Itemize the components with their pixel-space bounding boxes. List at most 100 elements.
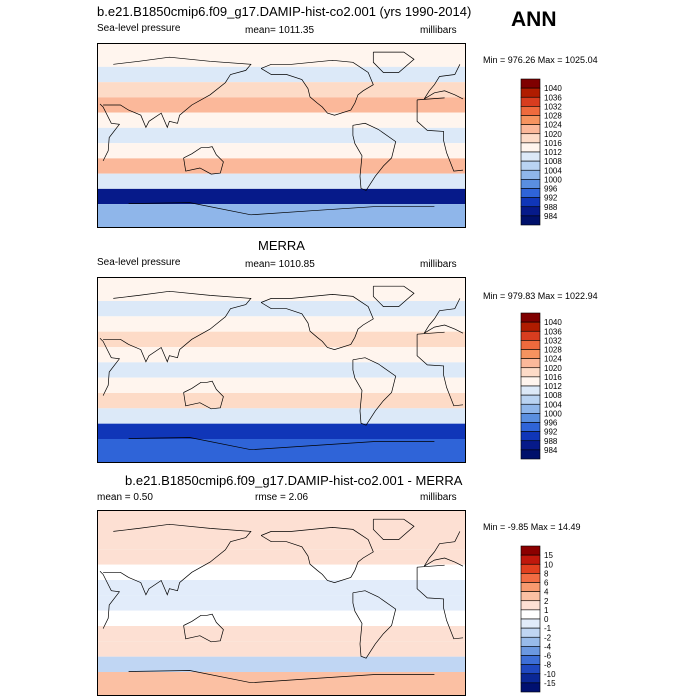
colorbar-tick-label: 996 (544, 185, 558, 194)
colorbar-tick-label: -2 (544, 633, 552, 642)
colorbar-tick-label: 6 (544, 579, 549, 588)
colorbar-tick-label: 1004 (544, 166, 562, 175)
coastline (99, 331, 464, 407)
latitude-band (98, 82, 465, 98)
colorbar-swatch (520, 151, 541, 162)
latitude-band (98, 610, 465, 626)
colorbar-swatch (520, 340, 541, 350)
latitude-band (98, 112, 465, 128)
colorbar-tick-label: 984 (544, 212, 558, 221)
latitude-band (98, 347, 465, 363)
colorbar-swatch (520, 349, 541, 359)
colorbar-swatch (520, 96, 541, 107)
coastline (352, 122, 397, 191)
colorbar-swatch (520, 673, 541, 684)
colorbar-tick-label: 0 (544, 615, 549, 624)
colorbar-swatch (520, 449, 541, 460)
colorbar-swatch (520, 312, 541, 323)
coastline (372, 518, 415, 540)
colorbar-swatch (520, 124, 541, 135)
colorbar-swatch (520, 321, 541, 332)
latitude-band (98, 595, 465, 611)
coastline (372, 285, 415, 307)
latitude-band (98, 656, 465, 672)
colorbar-tick-label: 1036 (544, 327, 562, 336)
panel2-units-label: millibars (420, 259, 457, 270)
colorbar-tick-label: 4 (544, 588, 549, 597)
panel3-map-svg (98, 511, 465, 695)
colorbar-tick-label: -1 (544, 624, 552, 633)
latitude-band (98, 44, 465, 67)
colorbar-tick-label: 10 (544, 560, 553, 569)
coastline (352, 357, 397, 426)
colorbar-tick-label: 1016 (544, 373, 562, 382)
latitude-band (98, 188, 465, 205)
colorbar-tick-label: 1024 (544, 121, 562, 130)
coastline (103, 523, 464, 596)
latitude-band (98, 423, 465, 439)
latitude-band (98, 580, 465, 596)
coastline (99, 564, 464, 640)
colorbar-swatch (520, 545, 541, 556)
season-label: ANN (511, 8, 557, 31)
latitude-band (98, 439, 465, 462)
panel1-map (97, 43, 466, 228)
panel3-title: b.e21.B1850cmip6.f09_g17.DAMIP-hist-co2.… (125, 473, 463, 488)
latitude-band (98, 204, 465, 227)
colorbar-tick-label: -8 (544, 661, 552, 670)
colorbar-tick-label: 992 (544, 194, 558, 203)
panel2-map-svg (98, 278, 465, 462)
coastline (128, 670, 435, 684)
panel1-mean-label: mean= 1011.35 (245, 25, 315, 36)
coastline (260, 294, 374, 350)
coastline (352, 590, 397, 659)
coastline (260, 527, 374, 583)
colorbar-swatch (520, 142, 541, 153)
colorbar-tick-label: 988 (544, 437, 558, 446)
colorbar-swatch (520, 394, 541, 405)
latitude-band (98, 158, 465, 174)
panel1-map-svg (98, 44, 465, 227)
colorbar-swatch (520, 367, 541, 378)
panel2-map (97, 277, 466, 463)
colorbar-swatch (520, 376, 541, 387)
colorbar-tick-label: 1012 (544, 382, 562, 391)
colorbar-tick-label: 1004 (544, 400, 562, 409)
coastline (128, 202, 435, 216)
colorbar-swatch (520, 682, 541, 693)
panel3-units-label: millibars (420, 492, 457, 503)
colorbar-tick-label: 1032 (544, 336, 562, 345)
colorbar-swatch (520, 403, 541, 414)
colorbar-swatch (520, 636, 541, 647)
colorbar-swatch (520, 582, 541, 592)
colorbar-swatch (520, 206, 541, 217)
colorbar-swatch (520, 87, 541, 98)
latitude-band (98, 672, 465, 695)
colorbar-tick-label: 1040 (544, 318, 562, 327)
panel1-colorbar: 1040 1036 1032 1028 1024 1020 1016 1012 1008 1004… (520, 78, 562, 226)
colorbar-swatch (520, 573, 541, 583)
colorbar-tick-label: 1020 (544, 364, 562, 373)
coastline (260, 59, 374, 116)
colorbar-swatch (520, 413, 541, 423)
colorbar-tick-label: 1000 (544, 175, 562, 184)
colorbar-tick-label: 1 (544, 606, 549, 615)
panel2-minmax-label: Min = 979.83 Max = 1022.94 (483, 291, 598, 301)
latitude-band (98, 408, 465, 424)
colorbar-swatch (520, 115, 541, 125)
colorbar-swatch (520, 179, 541, 189)
coastline (103, 56, 464, 129)
colorbar-swatch (520, 385, 541, 396)
latitude-band (98, 173, 465, 189)
latitude-band (98, 97, 465, 113)
panel2-colorbar: 1040 1036 1032 1028 1024 1020 1016 1012 1008 1004… (520, 312, 562, 460)
colorbar-tick-label: 996 (544, 419, 558, 428)
latitude-band (98, 278, 465, 301)
panel1-title: b.e21.B1850cmip6.f09_g17.DAMIP-hist-co2.… (97, 4, 472, 19)
panel2-variable-label: Sea-level pressure (97, 257, 181, 268)
coastline (183, 613, 224, 643)
panel3-mean-label: mean = 0.50 (97, 492, 153, 503)
colorbar-swatch (520, 215, 541, 226)
colorbar-tick-label: 1008 (544, 391, 562, 400)
colorbar-swatch (520, 600, 541, 611)
